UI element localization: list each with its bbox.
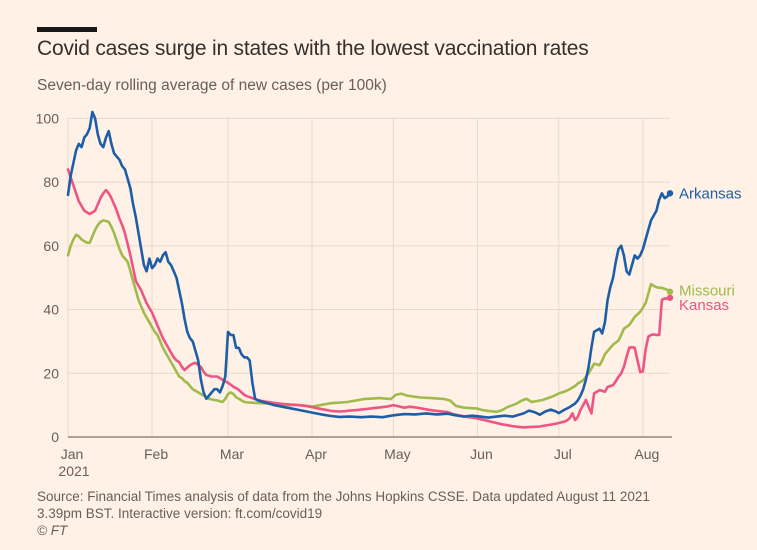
y-tick-label: 100 [36, 110, 60, 126]
x-tick-label: Apr [305, 446, 327, 462]
y-tick-label: 60 [43, 238, 59, 254]
y-tick-label: 80 [43, 174, 59, 190]
arkansas-line [66, 110, 672, 419]
x-tick-label: Aug [634, 446, 659, 462]
x-tick-label: Jun [470, 446, 493, 462]
x-tick-label: Feb [144, 446, 168, 462]
x-tick-label: Mar [220, 446, 244, 462]
kansas-line [66, 168, 672, 429]
missouri-end-dot [666, 288, 674, 295]
missouri-label: Missouri [679, 283, 735, 300]
source-line-2: 3.39pm BST. Interactive version: ft.com/… [37, 506, 323, 521]
x-tick-label: May [384, 446, 410, 462]
x-tick-label: Jan [61, 446, 84, 462]
chart-subtitle: Seven-day rolling average of new cases (… [37, 77, 387, 94]
ft-copyright: © FT [37, 523, 68, 538]
y-tick-label: 40 [43, 302, 59, 318]
kansas-end-dot [666, 294, 674, 301]
y-tick-label: 0 [51, 429, 59, 445]
y-tick-label: 20 [43, 365, 59, 381]
source-note: Source: Financial Times analysis of data… [37, 488, 727, 539]
arkansas-label: Arkansas [679, 185, 742, 202]
title-accent-bar [37, 27, 97, 32]
arkansas-end-dot [666, 190, 674, 197]
x-tick-label: Jul [554, 446, 572, 462]
kansas-label: Kansas [679, 297, 729, 314]
page-title: Covid cases surge in states with the low… [37, 37, 589, 60]
missouri-line [66, 219, 672, 414]
x-tick-year-label: 2021 [58, 463, 89, 479]
source-line-1: Source: Financial Times analysis of data… [37, 489, 650, 504]
